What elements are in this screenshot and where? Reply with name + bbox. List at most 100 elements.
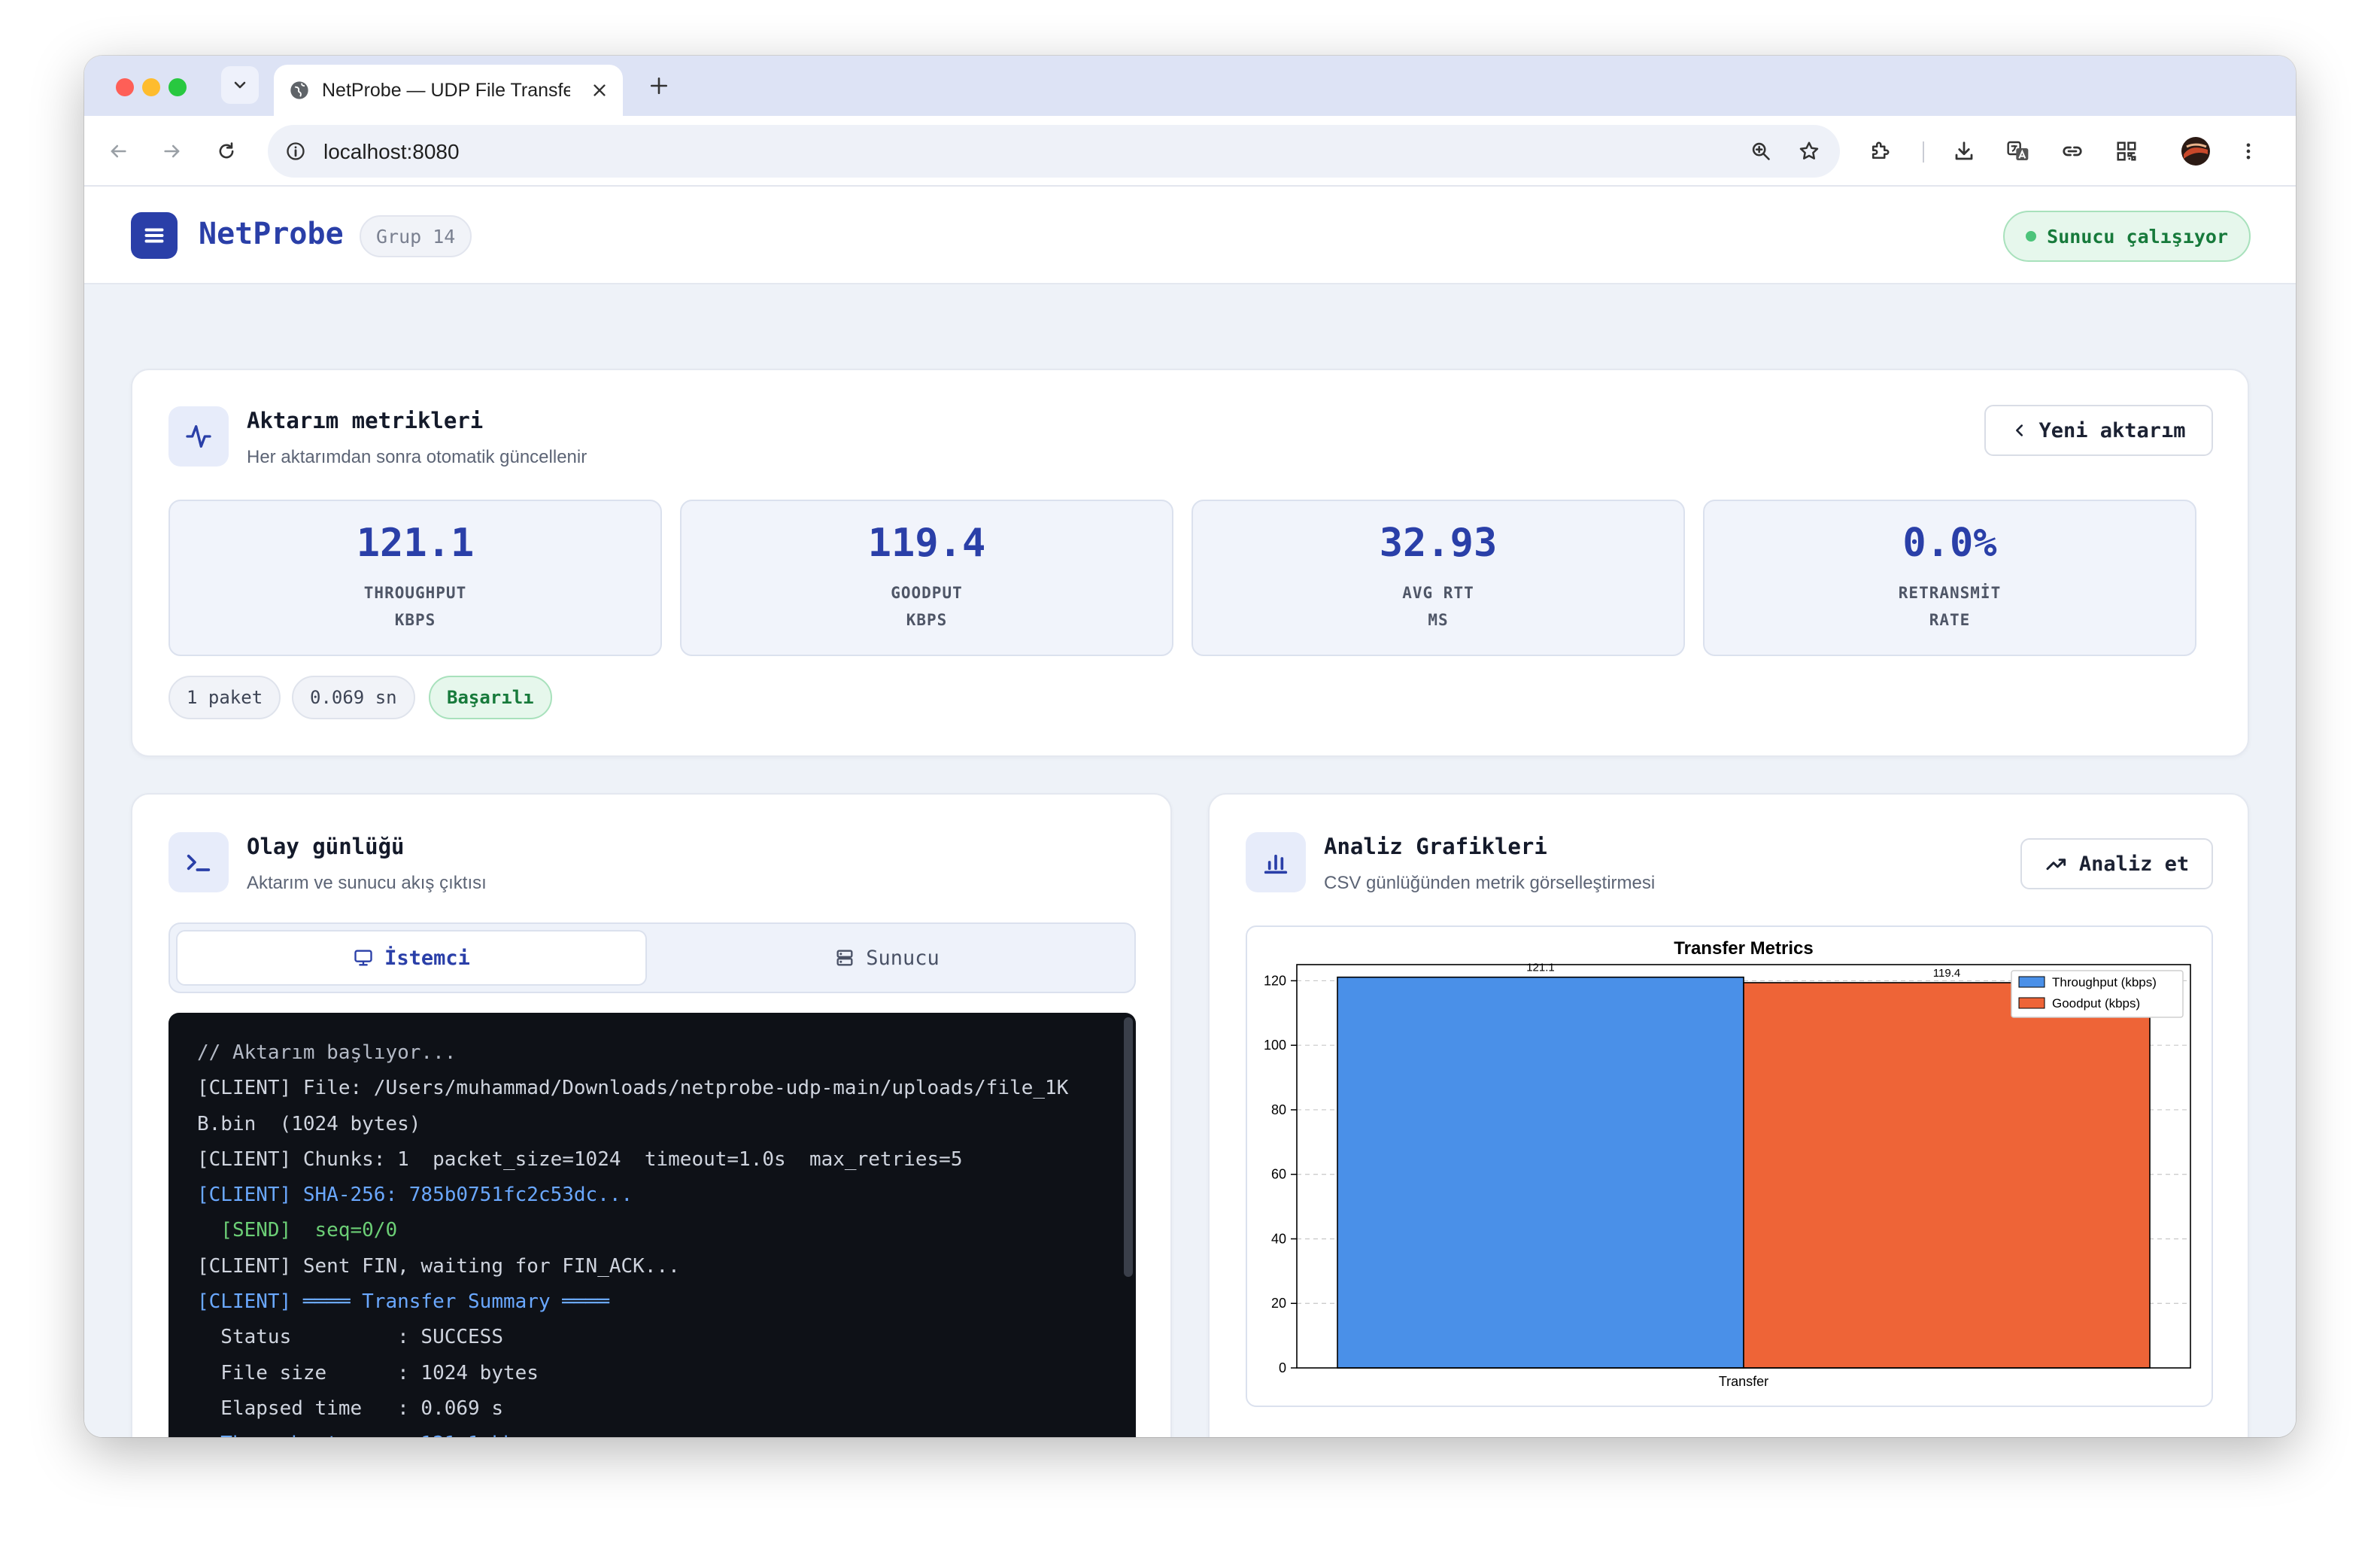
bar-goodput <box>1743 982 2151 1369</box>
metrics-icon-box <box>168 406 229 467</box>
metric-goodput: 119.4 GOODPUT KBPS <box>680 500 1173 656</box>
tab-title: NetProbe — UDP File Transfer <box>322 79 570 101</box>
log-scrollbar[interactable] <box>1124 1017 1133 1277</box>
avatar-icon <box>2181 137 2210 166</box>
extensions-button[interactable] <box>1861 132 1899 170</box>
log-line: [SEND] seq=0/0 <box>197 1219 398 1242</box>
legend-label-throughput: Throughput (kbps) <box>2052 975 2157 989</box>
zoom-icon <box>1752 142 1770 160</box>
metric-label: AVG RTT MS <box>1193 579 1683 634</box>
analyze-button[interactable]: Analiz et <box>2020 838 2213 889</box>
chevron-left-icon <box>2016 424 2023 436</box>
server-status-label: Sunucu çalışıyor <box>2047 225 2228 248</box>
new-transfer-label: Yeni aktarım <box>2038 418 2186 442</box>
monitor-icon <box>354 950 372 966</box>
y-tick-label: 100 <box>1264 1038 1286 1053</box>
server-icon <box>836 950 853 966</box>
zoom-button[interactable] <box>1742 132 1780 170</box>
reload-icon <box>219 142 234 159</box>
profile-avatar[interactable] <box>2177 132 2215 170</box>
chart-title: Transfer Metrics <box>1674 938 1813 959</box>
analysis-icon-box <box>1246 832 1306 892</box>
y-tick-label: 120 <box>1264 973 1286 988</box>
log-line: [CLIENT] SHA-256: 785b0751fc2c53dc... <box>197 1184 633 1207</box>
app-logo <box>131 212 178 259</box>
forward-button[interactable] <box>153 132 191 170</box>
close-tab-icon[interactable] <box>591 82 608 99</box>
log-line: B.bin (1024 bytes) <box>197 1112 421 1135</box>
close-window-button[interactable] <box>116 78 134 96</box>
menu-lines-icon <box>144 228 164 243</box>
metric-label: THROUGHPUT KBPS <box>170 579 660 634</box>
translate-button[interactable] <box>1999 132 2037 170</box>
trending-up-icon <box>2046 859 2066 871</box>
y-tick-label: 20 <box>1271 1296 1286 1311</box>
info-icon <box>287 142 305 160</box>
address-bar[interactable]: localhost:8080 <box>268 125 1840 178</box>
bar-throughput <box>1337 976 1744 1369</box>
tab-strip: NetProbe — UDP File Transfer <box>84 56 2296 116</box>
group-badge: Grup 14 <box>360 215 472 257</box>
minimize-window-button[interactable] <box>142 78 160 96</box>
maximize-window-button[interactable] <box>168 78 187 96</box>
log-line: [CLIENT] File: /Users/muhammad/Downloads… <box>197 1077 1069 1100</box>
downloads-button[interactable] <box>1945 132 1983 170</box>
site-info-button[interactable] <box>277 132 314 170</box>
analysis-title: Analiz Grafikleri <box>1324 834 1547 859</box>
bar-data-label: 119.4 <box>1933 967 1960 980</box>
url-text[interactable]: localhost:8080 <box>323 140 460 163</box>
log-output: // Aktarım başlıyor... [CLIENT] File: /Us… <box>197 1035 1100 1437</box>
legend-label-goodput: Goodput (kbps) <box>2052 996 2140 1011</box>
browser-tab[interactable]: NetProbe — UDP File Transfer <box>274 65 623 116</box>
log-line: Throughput : 121.1 kbps <box>197 1427 1100 1437</box>
transfer-metrics-chart: Transfer Metrics 0 20 40 60 80 100 120 121.1 11… <box>1246 925 2213 1407</box>
bookmark-button[interactable] <box>1790 132 1828 170</box>
bar-chart-icon <box>1264 854 1288 874</box>
star-icon <box>1799 141 1819 160</box>
y-tick-label: 60 <box>1271 1167 1286 1182</box>
y-tick-label: 0 <box>1279 1360 1286 1375</box>
app-brand: NetProbe <box>199 217 344 251</box>
copy-link-button[interactable] <box>2054 132 2091 170</box>
tab-server-label: Sunucu <box>866 946 940 970</box>
tab-server[interactable]: Sunucu <box>651 930 1122 986</box>
more-vertical-icon <box>2246 143 2251 160</box>
log-title: Olay günlüğü <box>247 834 405 859</box>
metric-throughput: 121.1 THROUGHPUT KBPS <box>168 500 662 656</box>
metric-label-line2: KBPS <box>906 611 948 629</box>
bar-data-label: 121.1 <box>1526 962 1555 974</box>
browser-menu-button[interactable] <box>2230 132 2267 170</box>
tab-client[interactable]: İstemci <box>176 930 647 986</box>
chevron-down-icon <box>234 81 246 89</box>
qr-code-button[interactable] <box>2108 132 2145 170</box>
metric-label-line1: THROUGHPUT <box>363 584 467 602</box>
arrow-right-icon <box>164 144 180 158</box>
metrics-card: Aktarım metrikleri Her aktarımdan sonra … <box>131 369 2249 757</box>
translate-icon <box>2007 141 2029 160</box>
puzzle-icon <box>1872 141 1890 159</box>
log-subtitle: Aktarım ve sunucu akış çıktısı <box>247 873 487 893</box>
analysis-subtitle: CSV günlüğünden metrik görselleştirmesi <box>1324 873 1656 893</box>
log-terminal[interactable]: // Aktarım başlıyor... [CLIENT] File: /Us… <box>168 1013 1136 1437</box>
new-tab-button[interactable] <box>641 68 677 104</box>
status-chip: Başarılı <box>429 676 552 719</box>
download-icon <box>1955 141 1973 160</box>
log-line: File size : 1024 bytes <box>197 1361 539 1384</box>
log-line: [CLIENT] Chunks: 1 packet_size=1024 time… <box>197 1147 963 1171</box>
reload-button[interactable] <box>208 132 245 170</box>
duration-chip: 0.069 sn <box>292 676 415 719</box>
page-viewport: NetProbe Grup 14 Sunucu çalışıyor Aktarı… <box>84 187 2296 1437</box>
legend-swatch-goodput <box>2018 997 2045 1009</box>
back-button[interactable] <box>99 132 137 170</box>
metric-value: 32.93 <box>1379 521 1498 566</box>
analysis-card: Analiz Grafikleri CSV günlüğünden metrik… <box>1208 793 2249 1437</box>
chart-legend: Throughput (kbps) Goodput (kbps) <box>2011 970 2184 1018</box>
browser-window: NetProbe — UDP File Transfer localhost:8… <box>84 56 2296 1437</box>
metrics-subtitle: Her aktarımdan sonra otomatik güncelleni… <box>247 447 587 467</box>
browser-toolbar: localhost:8080 <box>84 116 2296 187</box>
status-dot-icon <box>2026 231 2037 242</box>
new-transfer-button[interactable]: Yeni aktarım <box>1984 405 2213 456</box>
tab-search-button[interactable] <box>221 66 259 104</box>
metric-label-line1: AVG RTT <box>1402 584 1474 602</box>
log-line: // Aktarım başlıyor... <box>197 1041 457 1064</box>
